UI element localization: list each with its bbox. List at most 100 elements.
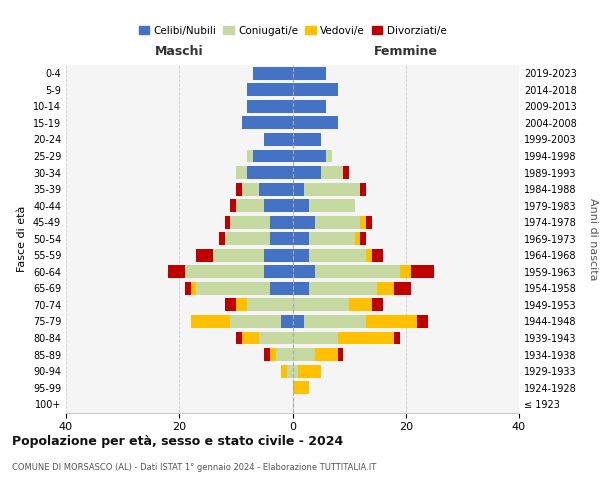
Bar <box>185 266 264 278</box>
Bar <box>361 216 366 228</box>
Bar <box>321 166 343 179</box>
Bar <box>315 216 361 228</box>
Bar <box>293 298 349 312</box>
Text: COMUNE DI MORSASCO (AL) - Dati ISTAT 1° gennaio 2024 - Elaborazione TUTTITALIA.I: COMUNE DI MORSASCO (AL) - Dati ISTAT 1° … <box>12 462 376 471</box>
Bar <box>349 298 372 312</box>
Bar <box>293 166 321 179</box>
Bar <box>298 364 321 378</box>
Bar <box>366 249 372 262</box>
Bar <box>219 232 224 245</box>
Bar <box>264 199 293 212</box>
Bar <box>304 315 366 328</box>
Bar <box>224 298 236 312</box>
Bar <box>417 315 428 328</box>
Bar <box>310 232 355 245</box>
Bar <box>338 348 343 361</box>
Bar <box>361 232 366 245</box>
Bar <box>310 199 355 212</box>
Bar <box>236 182 242 196</box>
Bar <box>293 282 310 295</box>
Bar <box>247 100 293 113</box>
Bar <box>293 182 304 196</box>
Bar <box>293 216 315 228</box>
Bar <box>315 348 338 361</box>
Bar <box>264 249 293 262</box>
Bar <box>281 364 287 378</box>
Bar <box>361 182 366 196</box>
Bar <box>293 84 338 96</box>
Text: Femmine: Femmine <box>374 45 438 58</box>
Bar <box>236 199 264 212</box>
Bar <box>293 249 310 262</box>
Bar <box>275 348 293 361</box>
Bar <box>236 332 242 344</box>
Bar <box>366 315 417 328</box>
Y-axis label: Fasce di età: Fasce di età <box>17 206 27 272</box>
Bar <box>293 364 298 378</box>
Bar <box>366 216 372 228</box>
Bar <box>242 116 293 130</box>
Bar <box>372 298 383 312</box>
Bar <box>293 100 326 113</box>
Bar <box>310 249 366 262</box>
Bar <box>196 249 213 262</box>
Bar <box>293 232 310 245</box>
Text: Popolazione per età, sesso e stato civile - 2024: Popolazione per età, sesso e stato civil… <box>12 435 343 448</box>
Bar <box>236 166 247 179</box>
Bar <box>293 315 304 328</box>
Bar <box>326 150 332 162</box>
Bar <box>247 84 293 96</box>
Bar <box>281 315 293 328</box>
Bar <box>394 282 412 295</box>
Bar <box>270 282 293 295</box>
Bar <box>293 199 310 212</box>
Bar <box>270 348 275 361</box>
Bar <box>293 133 321 146</box>
Bar <box>377 282 394 295</box>
Text: Maschi: Maschi <box>155 45 203 58</box>
Legend: Celibi/Nubili, Coniugati/e, Vedovi/e, Divorziati/e: Celibi/Nubili, Coniugati/e, Vedovi/e, Di… <box>134 22 451 40</box>
Bar <box>224 216 230 228</box>
Bar <box>293 67 326 80</box>
Bar <box>315 266 400 278</box>
Bar <box>242 332 259 344</box>
Bar <box>400 266 412 278</box>
Bar <box>191 282 196 295</box>
Bar <box>168 266 185 278</box>
Bar <box>343 166 349 179</box>
Bar <box>293 332 338 344</box>
Bar <box>247 150 253 162</box>
Y-axis label: Anni di nascita: Anni di nascita <box>588 198 598 280</box>
Bar <box>310 282 377 295</box>
Bar <box>259 332 293 344</box>
Bar <box>196 282 270 295</box>
Bar <box>293 348 315 361</box>
Bar <box>253 67 293 80</box>
Bar <box>264 133 293 146</box>
Bar <box>394 332 400 344</box>
Bar <box>253 150 293 162</box>
Bar <box>270 232 293 245</box>
Bar <box>355 232 361 245</box>
Bar <box>293 116 338 130</box>
Bar <box>264 348 270 361</box>
Bar <box>304 182 361 196</box>
Bar <box>213 249 264 262</box>
Bar <box>247 298 293 312</box>
Bar <box>242 182 259 196</box>
Bar <box>185 282 191 295</box>
Bar <box>338 332 394 344</box>
Bar <box>412 266 434 278</box>
Bar <box>287 364 293 378</box>
Bar <box>270 216 293 228</box>
Bar <box>224 232 270 245</box>
Bar <box>259 182 293 196</box>
Bar <box>293 381 310 394</box>
Bar <box>264 266 293 278</box>
Bar <box>293 150 326 162</box>
Bar <box>372 249 383 262</box>
Bar <box>230 315 281 328</box>
Bar <box>247 166 293 179</box>
Bar <box>230 199 236 212</box>
Bar <box>191 315 230 328</box>
